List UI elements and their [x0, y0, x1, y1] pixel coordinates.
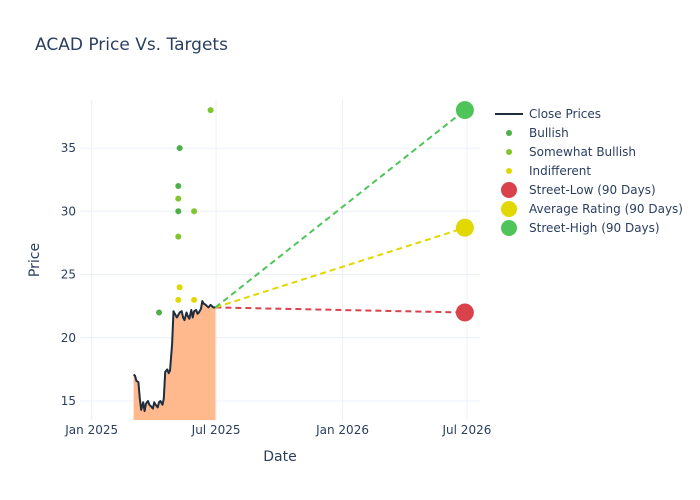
- x-tick-label: Jan 2025: [64, 423, 118, 437]
- legend-item[interactable]: Average Rating (90 Days): [501, 201, 683, 217]
- target-line: [215, 226, 466, 309]
- close-price-line: [132, 300, 216, 413]
- rating-point: [191, 208, 198, 215]
- legend-swatch-dot: [506, 130, 512, 136]
- legend-swatch-marker: [501, 201, 517, 217]
- y-tick-label: 25: [61, 268, 76, 282]
- y-tick-label: 30: [61, 204, 76, 218]
- chart-title: ACAD Price Vs. Targets: [35, 35, 228, 55]
- target-line: [215, 306, 465, 314]
- target-lines: [214, 109, 466, 314]
- legend-item[interactable]: Somewhat Bullish: [506, 145, 636, 159]
- rating-point: [175, 296, 182, 303]
- y-tick-label: 20: [61, 331, 76, 345]
- legend-label: Indifferent: [529, 164, 591, 178]
- target-markers: [455, 101, 474, 322]
- legend[interactable]: Close Prices Bullish Somewhat Bullish Indif…: [495, 107, 683, 236]
- rating-point: [207, 107, 214, 114]
- rating-points: [156, 107, 214, 316]
- rating-point: [175, 195, 182, 202]
- grid-lines: [80, 100, 480, 420]
- x-axis-title: Date: [263, 449, 296, 465]
- rating-point: [191, 296, 198, 303]
- legend-swatch-marker: [501, 220, 517, 236]
- legend-swatch-dot: [506, 168, 512, 174]
- rating-point: [156, 309, 163, 316]
- legend-label: Average Rating (90 Days): [529, 202, 683, 216]
- legend-label: Close Prices: [529, 107, 601, 121]
- target-line: [214, 109, 466, 309]
- y-axis-ticks: 15 20 25 30 35: [61, 141, 76, 408]
- legend-swatch-dot: [506, 149, 512, 155]
- y-axis-title: Price: [27, 243, 43, 277]
- legend-label: Street-Low (90 Days): [529, 183, 656, 197]
- legend-label: Street-High (90 Days): [529, 221, 660, 235]
- rating-point: [175, 208, 182, 215]
- x-axis-ticks: Jan 2025 Jul 2025 Jan 2026 Jul 2026: [64, 423, 491, 437]
- y-tick-label: 35: [61, 141, 76, 155]
- legend-item[interactable]: Street-High (90 Days): [501, 220, 660, 236]
- legend-label: Somewhat Bullish: [529, 145, 636, 159]
- legend-item[interactable]: Close Prices: [495, 107, 601, 121]
- target-marker: [455, 101, 474, 120]
- rating-point: [176, 284, 183, 291]
- legend-label: Bullish: [529, 126, 569, 140]
- target-marker: [455, 218, 474, 237]
- close-price-fill: [133, 301, 216, 420]
- y-tick-label: 15: [61, 394, 76, 408]
- x-tick-label: Jan 2026: [315, 423, 369, 437]
- x-tick-label: Jul 2026: [442, 423, 492, 437]
- rating-point: [175, 233, 182, 240]
- target-marker: [455, 303, 474, 322]
- x-tick-label: Jul 2025: [191, 423, 241, 437]
- legend-swatch-marker: [501, 182, 517, 198]
- close-price-line-group: [132, 300, 216, 413]
- rating-point: [175, 183, 182, 190]
- legend-item[interactable]: Indifferent: [506, 164, 591, 178]
- rating-point: [176, 145, 183, 152]
- close-price-area: [133, 301, 216, 420]
- legend-item[interactable]: Street-Low (90 Days): [501, 182, 656, 198]
- legend-item[interactable]: Bullish: [506, 126, 569, 140]
